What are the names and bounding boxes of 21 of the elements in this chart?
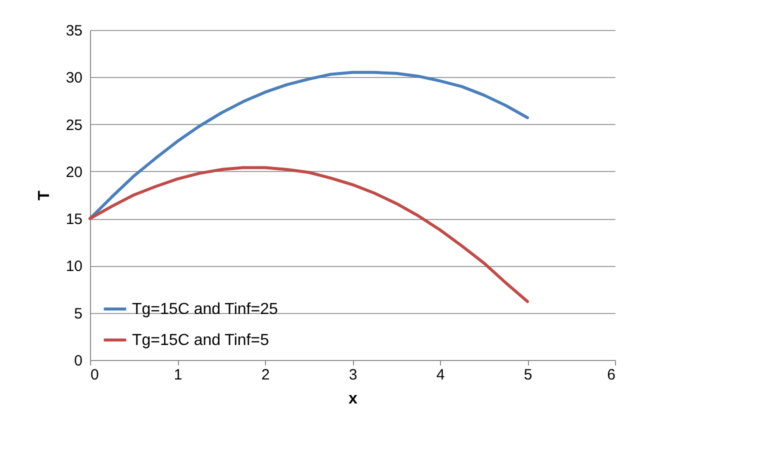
y-axis-title: T: [36, 190, 53, 200]
x-tick-label: 2: [261, 366, 270, 384]
y-tick-label: 0: [74, 352, 82, 370]
line-series: [88, 70, 529, 220]
y-tick-label: 15: [66, 211, 82, 228]
x-tick-label: 4: [436, 366, 445, 384]
line-series: [88, 166, 529, 304]
x-tick-label: 6: [607, 366, 616, 384]
y-tick-label: 30: [66, 70, 82, 87]
legend-label: Tg=15C and Tinf=25: [132, 301, 278, 318]
x-tick-label: 1: [174, 366, 182, 384]
legend-label: Tg=15C and Tinf=5: [132, 332, 270, 349]
x-axis-title: x: [348, 390, 358, 408]
y-tick-label: 5: [74, 305, 82, 322]
y-tick-label: 10: [66, 258, 82, 276]
x-tick-label: 5: [524, 366, 532, 384]
y-tick-label: 20: [66, 164, 82, 181]
x-tick-label: 3: [348, 366, 358, 384]
x-tick-label: 0: [90, 366, 99, 384]
y-tick-label: 35: [66, 22, 82, 40]
y-tick-label: 25: [66, 116, 82, 134]
